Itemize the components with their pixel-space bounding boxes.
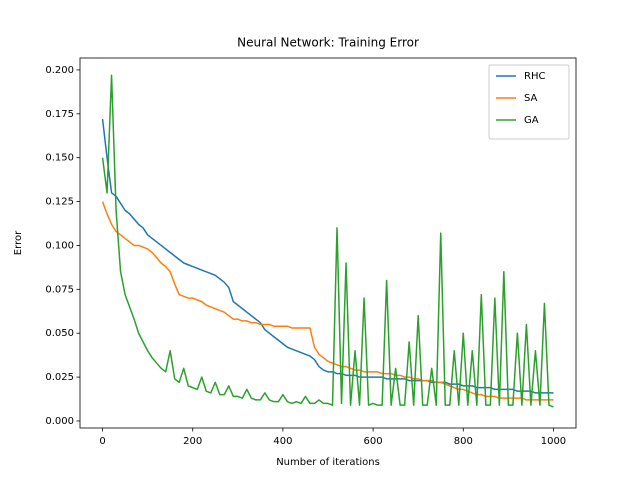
y-tick-label: 0.175 <box>45 109 74 120</box>
y-tick-label: 0.025 <box>45 372 74 383</box>
x-tick-label: 800 <box>454 436 473 447</box>
y-tick-label: 0.200 <box>45 65 74 76</box>
y-tick-label: 0.150 <box>45 153 74 164</box>
axes-frame <box>79 57 577 429</box>
y-tick-label: 0.125 <box>45 197 74 208</box>
legend-label: RHC <box>524 71 545 82</box>
x-tick-label: 200 <box>183 436 202 447</box>
line-series <box>101 118 554 394</box>
chart-title: Neural Network: Training Error <box>237 36 419 50</box>
line-series <box>101 74 554 408</box>
legend-label: GA <box>524 115 539 126</box>
legend-label: SA <box>524 93 538 104</box>
x-tick-label: 0 <box>99 436 105 447</box>
x-tick-label: 400 <box>273 436 292 447</box>
y-tick-label: 0.100 <box>45 240 74 251</box>
x-tick-label: 600 <box>364 436 383 447</box>
y-tick-label: 0.000 <box>45 416 74 427</box>
x-tick-label: 1000 <box>541 436 566 447</box>
x-axis-label: Number of iterations <box>276 457 380 468</box>
y-axis-label: Error <box>13 230 24 255</box>
y-tick-label: 0.050 <box>45 328 74 339</box>
line-series <box>101 201 554 401</box>
y-tick-label: 0.075 <box>45 284 74 295</box>
